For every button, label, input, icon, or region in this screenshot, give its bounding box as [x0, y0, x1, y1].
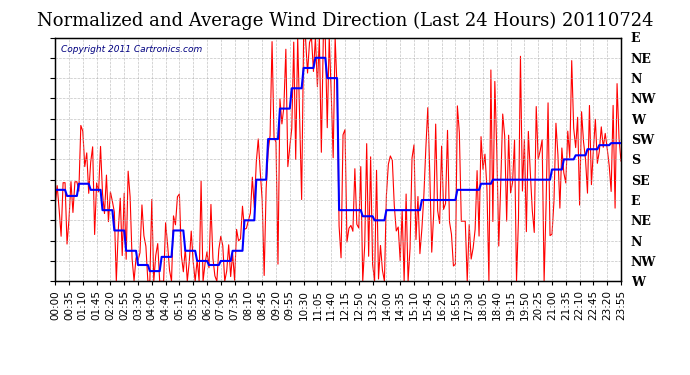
Text: Normalized and Average Wind Direction (Last 24 Hours) 20110724: Normalized and Average Wind Direction (L… [37, 11, 653, 30]
Text: Copyright 2011 Cartronics.com: Copyright 2011 Cartronics.com [61, 45, 202, 54]
